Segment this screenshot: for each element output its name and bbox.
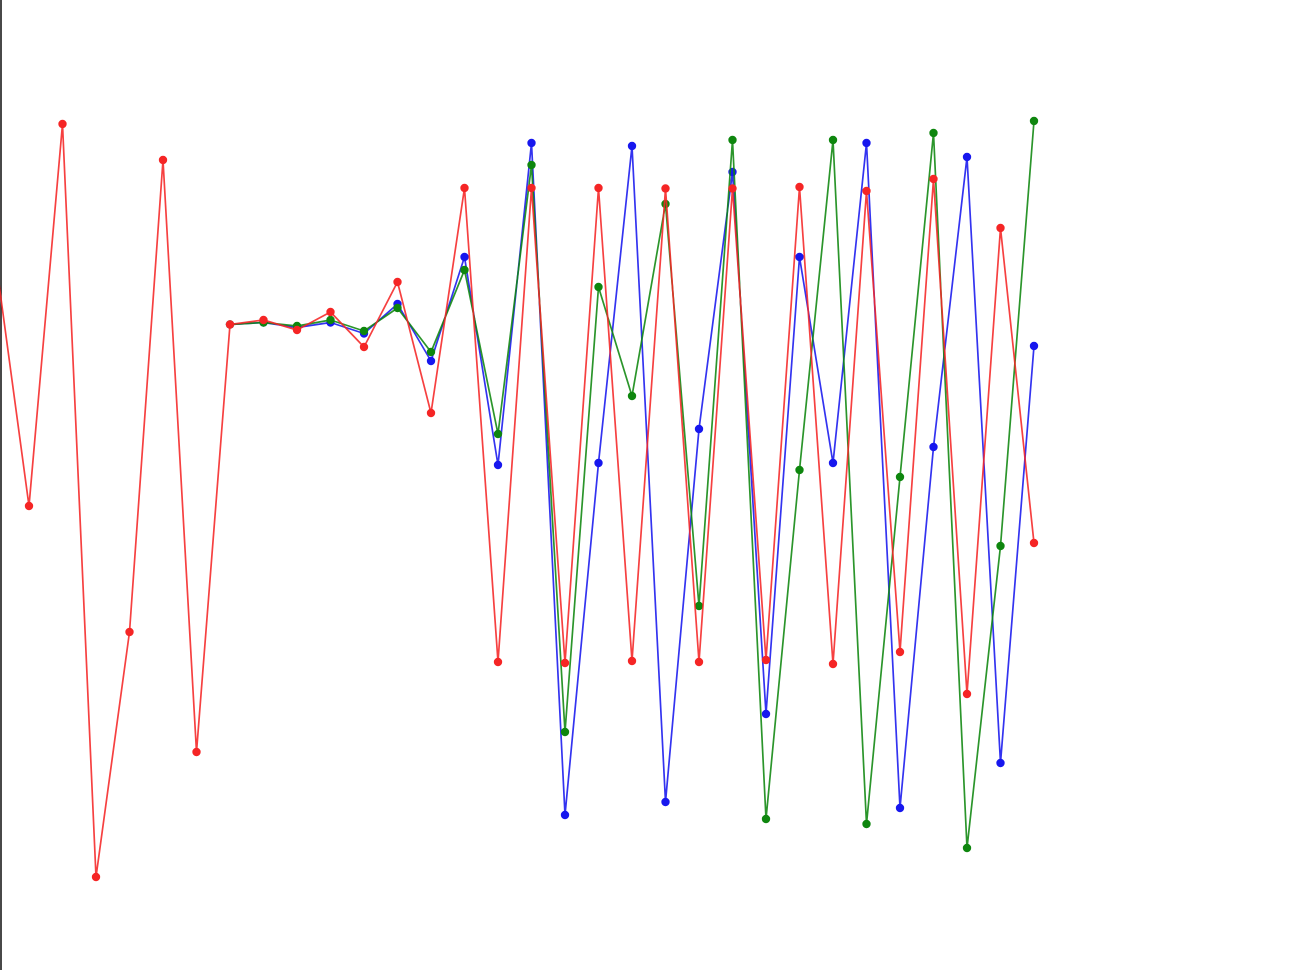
red-data-point-marker xyxy=(527,183,536,193)
green-data-point-marker xyxy=(795,465,804,475)
red-data-point-marker xyxy=(58,119,67,129)
red-data-point-marker xyxy=(359,342,369,352)
red-data-point-marker xyxy=(862,186,871,196)
green-data-point-marker xyxy=(895,472,905,482)
blue-data-point-marker xyxy=(962,152,972,162)
red-data-point-marker xyxy=(158,155,168,165)
series-red-line xyxy=(0,123,1035,878)
blue-data-point-marker xyxy=(1029,341,1039,351)
blue-data-point-marker xyxy=(929,442,938,452)
blue-data-point-marker xyxy=(795,252,804,262)
green-data-point-marker xyxy=(627,391,637,401)
red-data-point-marker xyxy=(996,223,1005,233)
red-data-point-marker xyxy=(326,307,335,317)
green-data-point-marker xyxy=(326,315,335,325)
green-data-point-marker xyxy=(527,160,536,170)
red-data-point-marker xyxy=(728,184,737,193)
blue-data-point-marker xyxy=(761,709,771,719)
blue-data-point-marker xyxy=(460,252,469,262)
red-data-point-marker xyxy=(560,658,570,668)
red-data-point-marker xyxy=(795,182,804,192)
red-data-point-marker xyxy=(393,277,402,287)
red-data-point-marker xyxy=(627,656,637,666)
red-data-point-marker xyxy=(761,655,771,665)
red-data-point-marker xyxy=(828,659,838,669)
series-blue xyxy=(225,138,1039,820)
red-data-point-marker xyxy=(125,627,134,637)
green-data-point-marker xyxy=(560,727,570,737)
blue-data-point-marker xyxy=(560,810,570,820)
red-data-point-marker xyxy=(895,647,905,657)
green-data-point-marker xyxy=(460,265,469,275)
blue-data-point-marker xyxy=(895,803,905,813)
series-red xyxy=(0,119,1039,882)
red-data-point-marker xyxy=(24,501,34,511)
blue-data-point-marker xyxy=(694,424,704,434)
red-data-point-marker xyxy=(91,872,101,882)
green-data-point-marker xyxy=(728,135,737,145)
green-data-point-marker xyxy=(359,326,369,336)
green-data-point-marker xyxy=(493,429,503,439)
green-data-point-marker xyxy=(761,814,771,824)
green-data-point-marker xyxy=(862,819,871,829)
red-data-point-marker xyxy=(1029,538,1039,548)
series-blue-line xyxy=(229,142,1035,816)
green-data-point-marker xyxy=(996,541,1005,551)
red-data-point-marker xyxy=(426,408,436,418)
blue-data-point-marker xyxy=(527,138,536,148)
blue-data-point-marker xyxy=(594,458,603,468)
red-data-point-marker xyxy=(962,689,972,699)
blue-data-point-marker xyxy=(627,141,637,151)
blue-data-point-marker xyxy=(426,356,436,366)
red-data-point-marker xyxy=(460,183,469,193)
green-data-point-marker xyxy=(661,199,670,209)
red-data-point-marker xyxy=(192,747,201,757)
green-data-point-marker xyxy=(962,843,972,853)
green-data-point-marker xyxy=(929,128,938,138)
series-green-line xyxy=(229,120,1035,849)
green-data-point-marker xyxy=(594,282,603,292)
green-data-point-marker xyxy=(393,303,402,313)
blue-data-point-marker xyxy=(493,460,503,470)
red-data-point-marker xyxy=(929,174,938,184)
blue-data-point-marker xyxy=(661,797,670,807)
red-data-point-marker xyxy=(493,657,503,667)
series-green xyxy=(225,116,1039,853)
red-data-point-marker xyxy=(292,325,302,335)
green-data-point-marker xyxy=(1029,116,1039,126)
blue-data-point-marker xyxy=(828,458,838,468)
red-data-point-marker xyxy=(661,184,670,193)
red-data-point-marker xyxy=(225,320,235,329)
blue-data-point-marker xyxy=(862,138,871,148)
green-data-point-marker xyxy=(426,347,436,357)
green-data-point-marker xyxy=(828,135,838,145)
green-data-point-marker xyxy=(694,601,704,611)
red-data-point-marker xyxy=(694,657,704,667)
blue-data-point-marker xyxy=(996,758,1005,768)
red-data-point-marker xyxy=(259,315,268,325)
red-data-point-marker xyxy=(594,183,603,193)
